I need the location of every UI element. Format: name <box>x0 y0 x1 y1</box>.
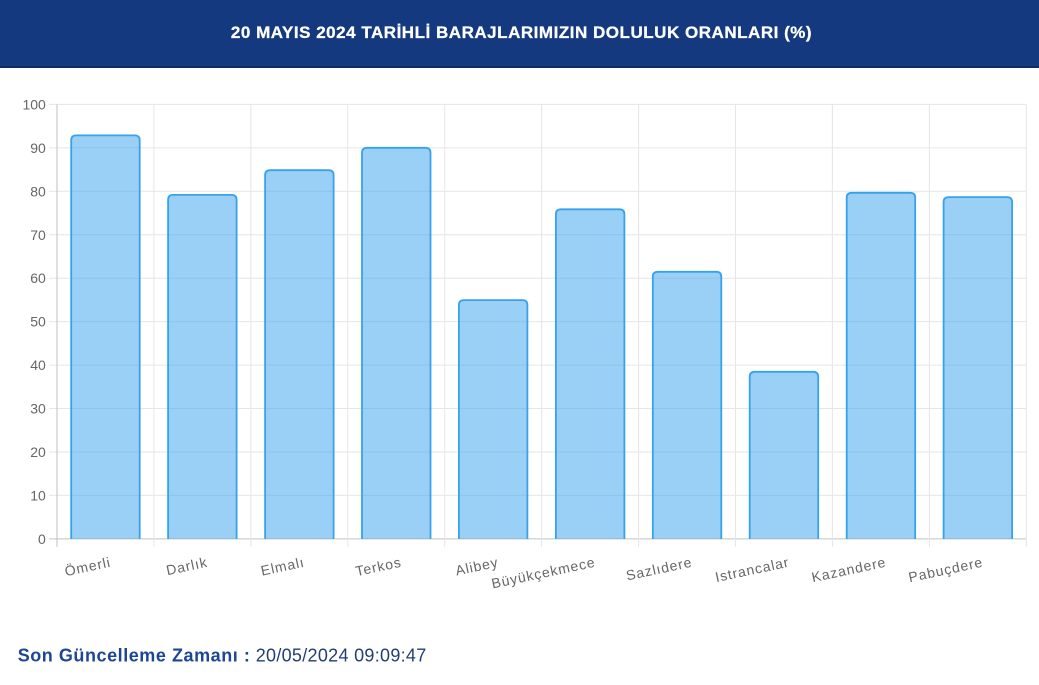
svg-text:Ömerli: Ömerli <box>63 553 112 579</box>
svg-text:60: 60 <box>30 270 46 286</box>
svg-text:Istrancalar: Istrancalar <box>714 554 791 585</box>
svg-text:70: 70 <box>30 227 46 243</box>
svg-text:90: 90 <box>30 140 46 156</box>
svg-text:20 MAYIS 2024 TARİHLİ BARAJLAR: 20 MAYIS 2024 TARİHLİ BARAJLARIMIZIN DOL… <box>231 23 812 42</box>
svg-text:50: 50 <box>30 314 46 330</box>
svg-text:Elmalı: Elmalı <box>259 554 306 579</box>
svg-text:0: 0 <box>38 531 46 547</box>
svg-text:10: 10 <box>30 487 46 503</box>
svg-text:Pabuçdere: Pabuçdere <box>907 554 984 585</box>
svg-text:Büyükçekmece: Büyükçekmece <box>490 554 597 592</box>
svg-text:Son Güncelleme Zamanı : 20/05/: Son Güncelleme Zamanı : 20/05/2024 09:09… <box>18 646 427 666</box>
svg-text:80: 80 <box>30 183 46 199</box>
svg-text:Terkos: Terkos <box>354 554 403 579</box>
svg-text:Kazandere: Kazandere <box>810 554 887 585</box>
svg-text:30: 30 <box>30 401 46 417</box>
svg-text:Sazlıdere: Sazlıdere <box>625 554 694 584</box>
svg-text:40: 40 <box>30 357 46 373</box>
svg-text:100: 100 <box>22 96 46 112</box>
svg-text:20: 20 <box>30 444 46 460</box>
svg-text:Darlık: Darlık <box>165 554 209 578</box>
